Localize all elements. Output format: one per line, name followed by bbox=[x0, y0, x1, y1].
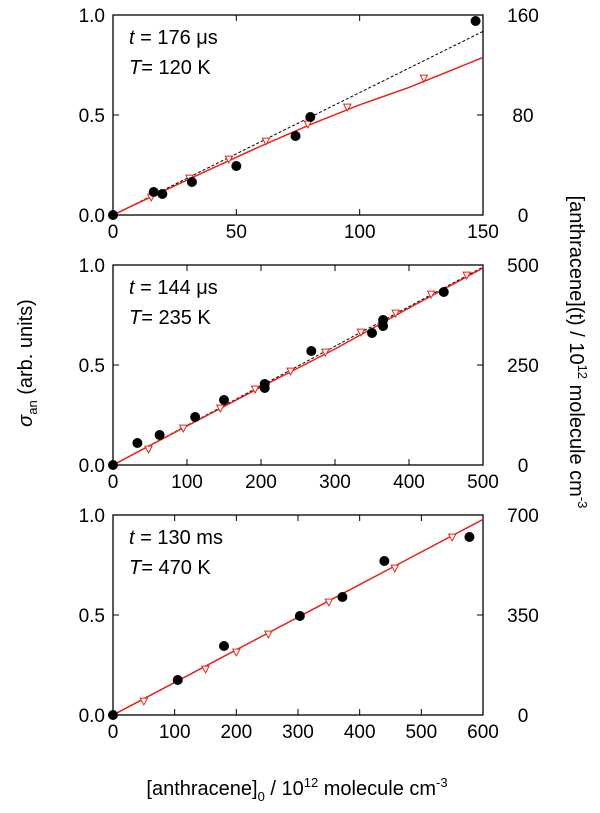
x-tick-label: 150 bbox=[467, 222, 499, 243]
data-point bbox=[108, 710, 118, 720]
y-tick-label: 0.5 bbox=[79, 106, 105, 127]
data-point bbox=[306, 346, 317, 356]
x-tick-label: 200 bbox=[245, 472, 277, 493]
x-tick-label: 400 bbox=[393, 472, 425, 493]
y2-axis-label: [anthracene](t) / 1012 molecule cm-3 bbox=[565, 196, 590, 509]
y-tick-label: 0.5 bbox=[79, 606, 105, 627]
annotation-time: t = 144 μs bbox=[129, 277, 218, 299]
x-tick-label: 50 bbox=[226, 222, 247, 243]
model-marker bbox=[263, 630, 273, 640]
data-point bbox=[470, 16, 481, 26]
data-point bbox=[259, 379, 270, 389]
data-point bbox=[231, 161, 242, 171]
x-tick-label: 0 bbox=[108, 472, 119, 493]
model-marker bbox=[144, 445, 153, 455]
x-tick-label: 0 bbox=[108, 222, 119, 243]
model-marker bbox=[320, 348, 330, 358]
annotation-temperature: T= 470 K bbox=[129, 557, 211, 579]
chart-panel-2: 0 100 200 300 400 500 0.0 0.5 1.0 0 250 500 t = 144 … bbox=[79, 256, 539, 493]
y-tick-label: 0.5 bbox=[79, 356, 105, 377]
y2-tick-label: 700 bbox=[507, 506, 539, 527]
chart-panel-3: 0 100 200 300 400 500 600 0.0 0.5 1.0 0 350 700 t = 1… bbox=[79, 506, 539, 743]
data-point bbox=[132, 438, 143, 448]
model-marker bbox=[342, 103, 352, 113]
data-point bbox=[438, 287, 449, 297]
data-point bbox=[108, 210, 118, 220]
x-tick-label: 200 bbox=[220, 722, 252, 743]
x-tick-label: 600 bbox=[467, 722, 499, 743]
model-curve bbox=[113, 267, 483, 465]
model-marker bbox=[178, 424, 188, 434]
annotation-temperature: T= 120 K bbox=[129, 57, 211, 79]
x-tick-label: 500 bbox=[467, 472, 499, 493]
y-tick-label: 0.0 bbox=[79, 456, 105, 477]
model-marker bbox=[286, 367, 296, 377]
x-tick-label: 100 bbox=[344, 222, 376, 243]
x-tick-label: 300 bbox=[319, 472, 351, 493]
x-tick-label: 300 bbox=[282, 722, 314, 743]
x-tick-label: 400 bbox=[344, 722, 376, 743]
y-tick-label: 0.0 bbox=[79, 706, 105, 727]
model-marker bbox=[391, 309, 401, 319]
data-point bbox=[464, 532, 475, 542]
annotation-temperature: T= 235 K bbox=[129, 307, 211, 329]
data-point bbox=[290, 131, 301, 141]
model-marker bbox=[419, 74, 429, 84]
data-point bbox=[148, 187, 159, 197]
data-point bbox=[186, 177, 197, 187]
model-marker bbox=[356, 328, 366, 338]
model-marker bbox=[324, 598, 334, 608]
y-tick-label: 0.0 bbox=[79, 206, 105, 227]
x-tick-label: 500 bbox=[405, 722, 437, 743]
plot-area bbox=[113, 266, 483, 465]
data-point bbox=[337, 592, 348, 602]
model-marker bbox=[139, 697, 149, 707]
y2-tick-label: 0 bbox=[518, 456, 529, 477]
x-axis-label: [anthracene]0 / 1012 molecule cm-3 bbox=[146, 775, 447, 804]
y-axis-label: σan (arb. units) bbox=[15, 299, 40, 427]
y2-tick-label: 250 bbox=[507, 356, 539, 377]
model-marker bbox=[261, 137, 271, 147]
data-point bbox=[378, 321, 389, 331]
x-tick-label: 100 bbox=[171, 472, 203, 493]
y2-tick-label: 0 bbox=[518, 206, 529, 227]
model-marker bbox=[250, 385, 260, 395]
model-marker bbox=[201, 665, 210, 675]
data-point bbox=[219, 641, 229, 651]
chart-panel-1: 0 50 100 150 0.0 0.5 1.0 0 80 160 t = 176 μs T= 120… bbox=[79, 6, 539, 243]
x-tick-label: 0 bbox=[108, 722, 119, 743]
model-marker bbox=[447, 533, 457, 543]
data-point bbox=[294, 611, 305, 621]
y2-tick-label: 350 bbox=[507, 606, 539, 627]
data-point bbox=[190, 412, 201, 422]
model-curve bbox=[113, 56, 483, 215]
data-point bbox=[367, 328, 377, 338]
y-tick-label: 1.0 bbox=[79, 256, 105, 277]
annotation-time: t = 176 μs bbox=[129, 27, 218, 49]
y-tick-label: 1.0 bbox=[79, 6, 105, 27]
data-point bbox=[172, 675, 183, 685]
model-marker bbox=[231, 648, 241, 658]
data-point bbox=[219, 395, 229, 405]
y2-tick-label: 80 bbox=[512, 106, 533, 127]
model-marker bbox=[390, 564, 400, 574]
data-point bbox=[157, 189, 168, 199]
model-marker bbox=[462, 271, 472, 281]
data-point bbox=[305, 112, 316, 122]
model-marker bbox=[224, 155, 234, 165]
x-tick-label: 100 bbox=[159, 722, 191, 743]
y-tick-label: 1.0 bbox=[79, 506, 105, 527]
model-marker bbox=[426, 290, 436, 300]
y2-tick-label: 160 bbox=[507, 6, 539, 27]
linear-fit-line bbox=[113, 30, 483, 215]
annotation-time: t = 130 ms bbox=[129, 527, 223, 549]
y2-tick-label: 500 bbox=[507, 256, 539, 277]
y2-tick-label: 0 bbox=[518, 706, 529, 727]
data-point bbox=[154, 430, 165, 440]
model-marker bbox=[215, 404, 225, 414]
data-point bbox=[379, 556, 390, 566]
data-point bbox=[108, 460, 118, 470]
